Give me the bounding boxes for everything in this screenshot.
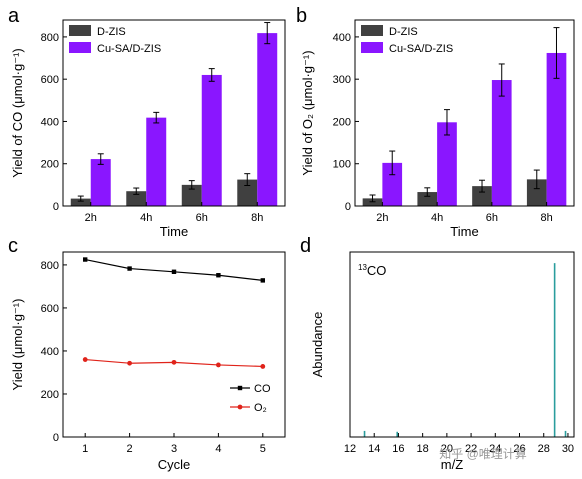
bar-dzis bbox=[526, 179, 547, 206]
x-tick-label: 20 bbox=[441, 443, 453, 455]
legend-marker bbox=[237, 404, 243, 410]
y-tick-label: 0 bbox=[53, 432, 59, 444]
panel-b: 2h 4h 6h 8h 0 100 200 300 400 Yield of O₂ (μmol·g… bbox=[296, 5, 575, 239]
bar-dzis bbox=[70, 198, 91, 206]
y-tick-label: 300 bbox=[333, 74, 351, 86]
y-tick-label: 200 bbox=[41, 159, 59, 171]
x-tick-label: 2h bbox=[85, 212, 97, 224]
y-tick-label: 0 bbox=[53, 201, 59, 213]
watermark-text: 知乎 @唯理计算 bbox=[439, 446, 527, 461]
legend-label: CO bbox=[254, 383, 271, 395]
y-tick-label: 400 bbox=[333, 32, 351, 44]
panel-letter: a bbox=[8, 5, 20, 27]
x-tick-label: 26 bbox=[513, 443, 525, 455]
x-tick-label: 28 bbox=[538, 443, 550, 455]
axes-frame bbox=[354, 19, 575, 207]
panel-d: 12 14 16 18 20 22 24 26 28 30 Abundance m/Z 13CO d bbox=[300, 235, 575, 472]
data-point bbox=[82, 357, 88, 362]
x-tick-label: 12 bbox=[344, 443, 356, 455]
x-tick-label: 3 bbox=[171, 443, 177, 455]
x-axis-label: Time bbox=[160, 224, 188, 239]
legend-label: Cu-SA/D-ZIS bbox=[389, 43, 453, 55]
y-tick-label: 100 bbox=[333, 159, 351, 171]
data-point bbox=[171, 269, 177, 274]
bar-dzis bbox=[417, 192, 438, 206]
y-axis-label: Yield of O₂ (μmol·g⁻¹) bbox=[300, 50, 315, 175]
panel-c: 1 2 3 4 5 0 200 400 600 800 Yield (μmol·g⁻¹) Cycle C… bbox=[8, 235, 286, 472]
bar-cusa bbox=[257, 33, 278, 206]
y-tick-label: 800 bbox=[41, 260, 59, 272]
legend-swatch bbox=[69, 42, 91, 53]
data-point bbox=[260, 278, 265, 283]
bar-dzis bbox=[126, 191, 147, 206]
panel-a: 2h 4h 6h 8h 0 200 400 600 800 Yield of CO (μmol·g… bbox=[8, 5, 286, 239]
legend-swatch bbox=[361, 42, 383, 53]
panel-letter: b bbox=[296, 5, 307, 27]
x-axis-label: Cycle bbox=[158, 457, 191, 472]
legend-label: D-ZIS bbox=[97, 26, 126, 38]
legend-swatch bbox=[69, 25, 91, 36]
bar-cusa bbox=[382, 162, 403, 206]
x-tick-label: 2h bbox=[376, 212, 388, 224]
y-axis-label: Abundance bbox=[310, 312, 325, 378]
legend-label: D-ZIS bbox=[389, 26, 418, 38]
y-tick-label: 200 bbox=[333, 116, 351, 128]
x-tick-label: 16 bbox=[392, 443, 404, 455]
panel-letter: d bbox=[300, 235, 311, 257]
bar-cusa bbox=[437, 122, 457, 206]
x-tick-label: 4 bbox=[215, 443, 221, 455]
legend-label: O₂ bbox=[254, 402, 267, 414]
x-tick-label: 14 bbox=[368, 443, 380, 455]
bar-cusa bbox=[201, 74, 222, 206]
panel-letter: c bbox=[8, 235, 18, 257]
x-tick-label: 2 bbox=[127, 443, 133, 455]
bar-cusa bbox=[90, 159, 111, 206]
data-point bbox=[216, 362, 221, 368]
x-tick-label: 30 bbox=[562, 443, 574, 455]
data-point bbox=[127, 266, 132, 271]
bar-dzis bbox=[472, 186, 492, 206]
bar-dzis bbox=[237, 179, 258, 206]
bar-dzis bbox=[181, 184, 202, 206]
legend-label: Cu-SA/D-ZIS bbox=[97, 43, 161, 55]
data-point bbox=[171, 359, 177, 365]
x-tick-label: 4h bbox=[140, 212, 152, 224]
axes-frame bbox=[349, 251, 575, 438]
legend-marker bbox=[237, 385, 243, 391]
bar-cusa bbox=[146, 117, 167, 206]
data-point bbox=[83, 257, 88, 262]
x-tick-label: 8h bbox=[541, 212, 553, 224]
y-tick-label: 400 bbox=[41, 116, 59, 128]
x-tick-label: 6h bbox=[486, 212, 498, 224]
y-axis-label: Yield (μmol·g⁻¹) bbox=[10, 299, 25, 391]
x-tick-label: 4h bbox=[431, 212, 443, 224]
data-point bbox=[216, 273, 221, 278]
y-axis-label: Yield of CO (μmol·g⁻¹) bbox=[10, 48, 25, 177]
annotation-text: 13CO bbox=[358, 263, 386, 278]
x-tick-label: 1 bbox=[82, 443, 88, 455]
x-axis-label: m/Z bbox=[441, 457, 463, 472]
axes-frame bbox=[62, 19, 286, 207]
y-tick-label: 400 bbox=[41, 346, 59, 358]
x-tick-label: 22 bbox=[465, 443, 477, 455]
x-tick-label: 18 bbox=[417, 443, 429, 455]
bar-cusa bbox=[491, 80, 512, 206]
x-tick-label: 24 bbox=[489, 443, 501, 455]
axes-frame bbox=[62, 251, 286, 438]
y-tick-label: 600 bbox=[41, 74, 59, 86]
x-axis-label: Time bbox=[450, 224, 478, 239]
y-tick-label: 200 bbox=[41, 389, 59, 401]
bar-cusa bbox=[546, 52, 567, 206]
y-tick-label: 800 bbox=[41, 32, 59, 44]
data-point bbox=[127, 360, 132, 366]
x-tick-label: 5 bbox=[260, 443, 266, 455]
y-tick-label: 0 bbox=[345, 201, 351, 213]
data-point bbox=[260, 364, 266, 369]
x-tick-label: 8h bbox=[251, 212, 263, 224]
y-tick-label: 600 bbox=[41, 303, 59, 315]
legend-swatch bbox=[361, 25, 383, 36]
x-tick-label: 6h bbox=[196, 212, 208, 224]
